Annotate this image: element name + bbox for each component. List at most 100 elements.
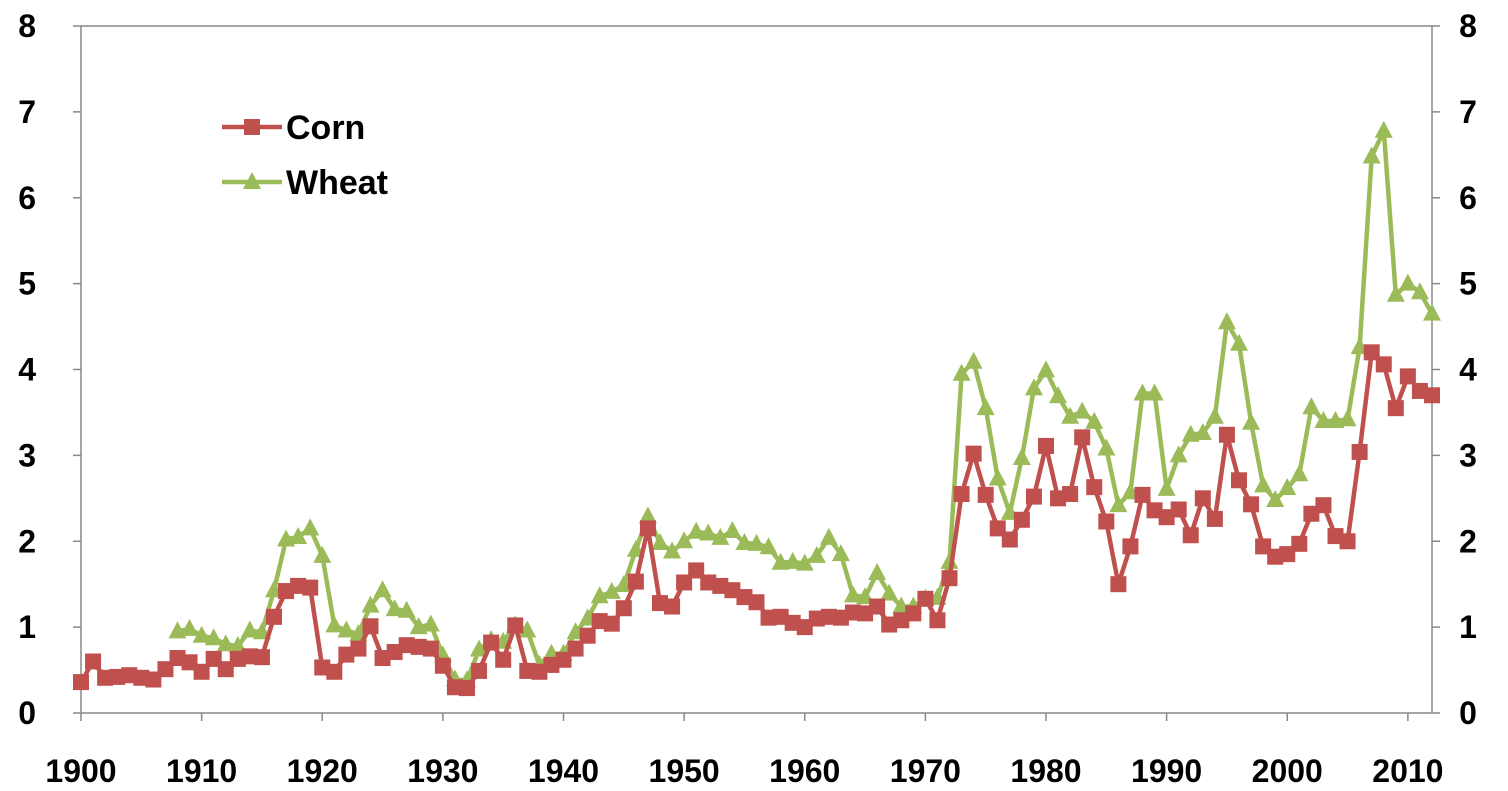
data-point-corn [1098,513,1114,529]
legend-entry-wheat: Wheat [222,164,388,202]
x-tick-label: 1920 [287,753,358,789]
data-point-corn [917,591,933,607]
data-point-corn [1183,527,1199,543]
data-point-wheat [1375,121,1393,138]
data-point-corn [302,580,318,596]
data-point-wheat [325,615,343,632]
y-tick-label-left: 3 [18,437,36,473]
series-layer [73,121,1441,696]
data-point-wheat [1242,413,1260,430]
data-point-corn [1243,496,1259,512]
data-point-wheat [1158,479,1176,496]
data-point-wheat [1290,464,1308,481]
data-point-wheat [989,469,1007,486]
y-tick-label-left: 7 [18,94,36,130]
y-tick-label-left: 0 [18,695,36,731]
data-point-corn [266,609,282,625]
data-point-wheat [374,580,392,597]
data-point-corn [616,600,632,616]
data-point-corn [942,570,958,586]
data-point-corn [1086,479,1102,495]
data-point-wheat [1049,386,1067,403]
data-point-wheat [1097,439,1115,456]
y-tick-label-right: 6 [1459,180,1477,216]
data-point-corn [1135,487,1151,503]
data-point-wheat [1363,147,1381,164]
data-point-wheat [1399,274,1417,291]
y-tick-label-left: 6 [18,180,36,216]
data-point-corn [966,446,982,462]
data-point-corn [1400,368,1416,384]
data-point-wheat [868,563,886,580]
data-point-corn [459,680,475,696]
y-tick-label-right: 5 [1459,266,1477,302]
data-point-corn [1219,427,1235,443]
data-point-wheat [1218,312,1236,329]
legend-label: Wheat [286,164,388,202]
legend-label: Corn [286,109,365,147]
y-tick-label-right: 3 [1459,437,1477,473]
data-point-corn [254,649,270,665]
data-point-wheat [1037,360,1055,377]
data-point-corn [604,616,620,632]
data-point-wheat [1339,409,1357,426]
x-tick-label: 1940 [528,753,599,789]
data-point-wheat [977,398,995,415]
data-point-corn [749,594,765,610]
y-tick-label-left: 5 [18,266,36,302]
data-point-wheat [1013,448,1031,465]
data-point-corn [483,635,499,651]
data-point-wheat [181,619,199,636]
x-tick-label: 1930 [407,753,478,789]
data-point-wheat [820,528,838,545]
data-point-wheat [1302,397,1320,414]
data-point-wheat [965,352,983,369]
data-point-wheat [1073,402,1091,419]
data-point-corn [1231,472,1247,488]
y-tick-label-left: 1 [18,609,36,645]
data-point-corn [954,486,970,502]
data-point-corn [580,628,596,644]
data-point-corn [1424,387,1440,403]
y-tick-label-right: 8 [1459,8,1477,44]
data-point-corn [1315,497,1331,513]
data-point-wheat [422,615,440,632]
data-point-corn [495,652,511,668]
data-point-corn [929,612,945,628]
x-tick-label: 1910 [166,753,237,789]
y-tick-label-right: 0 [1459,695,1477,731]
data-point-corn [1074,429,1090,445]
data-point-corn [1110,576,1126,592]
y-tick-label-right: 1 [1459,609,1477,645]
data-point-wheat [1254,475,1272,492]
data-point-corn [435,658,451,674]
data-point-corn [1038,438,1054,454]
data-point-corn [423,641,439,657]
legend-entry-corn: Corn [222,109,365,147]
data-point-corn [326,664,342,680]
data-point-corn [1026,489,1042,505]
series-corn [73,344,1440,696]
data-point-corn [1195,490,1211,506]
x-tick-label: 1990 [1131,753,1202,789]
data-point-corn [978,487,994,503]
y-tick-label-right: 4 [1459,352,1477,388]
data-point-corn [1340,533,1356,549]
y-tick-label-left: 8 [18,8,36,44]
data-point-corn [1014,512,1030,528]
data-point-corn [85,653,101,669]
data-point-corn [640,520,656,536]
data-point-corn [1376,356,1392,372]
x-tick-label: 2000 [1252,753,1323,789]
data-point-corn [1352,444,1368,460]
series-wheat [169,121,1442,688]
data-point-corn [73,674,89,690]
y-tick-label-right: 2 [1459,523,1477,559]
x-tick-label: 1970 [890,753,961,789]
data-point-wheat [723,521,741,538]
data-point-corn [1207,511,1223,527]
data-point-wheat [313,546,331,563]
y-tick-label-right: 7 [1459,94,1477,130]
